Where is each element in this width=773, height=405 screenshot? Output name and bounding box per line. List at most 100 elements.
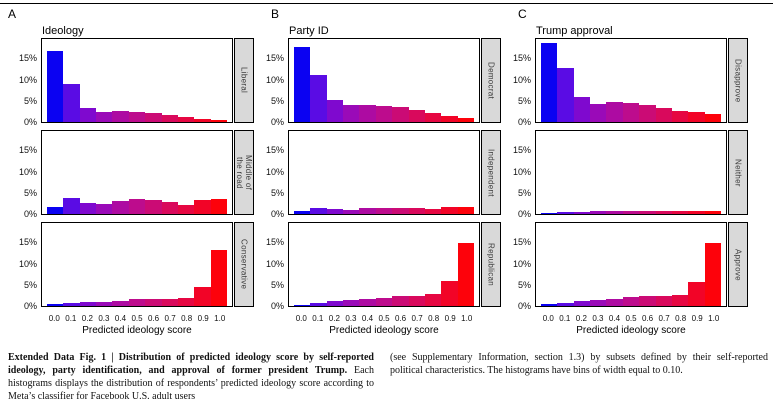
x-axis-ticks: 0.0 0.1 0.2 0.3 0.4 0.5 0.6 0.7 0.8 0.9 1.0 bbox=[289, 314, 479, 323]
hist-bar bbox=[557, 68, 574, 122]
hist-row-democrat: 15% 10% 5% 0% Democrat bbox=[255, 38, 502, 127]
hist-bar bbox=[671, 110, 689, 122]
panel-title-trump-approval: Trump approval bbox=[536, 25, 613, 37]
hist-row-independent: 15% 10% 5% 0% Independent bbox=[255, 130, 502, 219]
hist-bar bbox=[63, 197, 80, 214]
histogram-bars bbox=[541, 131, 721, 214]
histogram-plot-middle-of-the-road bbox=[41, 130, 233, 215]
hist-bar bbox=[145, 200, 162, 214]
x-tick-label: 0.8 bbox=[181, 314, 193, 323]
hist-bar bbox=[343, 209, 360, 214]
panel-a-ideology: A Ideology 15% 10% 5% 0% Liberal 15% 10% 5% 0%… bbox=[8, 7, 255, 336]
y-tick-label: 0% bbox=[270, 301, 284, 311]
panel-title-ideology: Ideology bbox=[42, 25, 84, 37]
hist-bar bbox=[128, 199, 146, 214]
figure-panels: A Ideology 15% 10% 5% 0% Liberal 15% 10% 5% 0%… bbox=[8, 7, 749, 336]
hist-bar bbox=[541, 213, 558, 214]
hist-bar bbox=[112, 111, 129, 122]
y-axis-labels: 15% 10% 5% 0% bbox=[8, 130, 41, 219]
x-tick-label: 0.5 bbox=[625, 314, 637, 323]
hist-row-middle-of-the-road: 15% 10% 5% 0% Middle of the road bbox=[8, 130, 255, 219]
hist-bar bbox=[408, 207, 425, 214]
hist-row-approve: 15% 10% 5% 0% Approve bbox=[502, 222, 749, 311]
x-tick-label: 0.5 bbox=[378, 314, 390, 323]
top-divider-line bbox=[0, 3, 773, 4]
hist-bar bbox=[688, 112, 705, 122]
y-tick-label: 15% bbox=[265, 53, 284, 64]
x-tick-label: 0.7 bbox=[658, 314, 670, 323]
caption-right-column: (see Supplementary Information, section … bbox=[390, 352, 768, 376]
hist-bar bbox=[210, 249, 227, 306]
y-axis-labels: 15% 10% 5% 0% bbox=[255, 38, 288, 127]
x-tick-label: 0.0 bbox=[542, 314, 554, 323]
x-tick-label: 0.6 bbox=[147, 314, 160, 323]
x-axis-ticks: 0.0 0.1 0.2 0.3 0.4 0.5 0.6 0.7 0.8 0.9 1.0 bbox=[536, 314, 726, 323]
hist-bar bbox=[457, 206, 474, 214]
x-tick-label: 0.9 bbox=[444, 314, 456, 323]
hist-bar bbox=[541, 43, 558, 122]
caption-left-column: Extended Data Fig. 1 | Distribution of p… bbox=[8, 351, 374, 403]
y-tick-label: 15% bbox=[512, 145, 531, 156]
x-tick-label: 0.2 bbox=[575, 314, 587, 323]
hist-bar bbox=[457, 242, 474, 306]
hist-bar bbox=[392, 107, 409, 122]
hist-bar bbox=[541, 304, 558, 306]
y-tick-label: 10% bbox=[512, 258, 531, 269]
hist-bar bbox=[606, 102, 623, 122]
hist-bar bbox=[655, 211, 672, 214]
hist-bar bbox=[655, 295, 672, 306]
hist-bar bbox=[408, 295, 425, 306]
hist-bar bbox=[47, 303, 64, 306]
y-tick-label: 10% bbox=[18, 74, 37, 85]
facet-strip-democrat: Democrat bbox=[481, 38, 501, 123]
hist-bar bbox=[557, 212, 574, 214]
panel-letter-a: A bbox=[8, 7, 17, 21]
y-axis-labels: 15% 10% 5% 0% bbox=[8, 222, 41, 311]
hist-bar bbox=[557, 302, 574, 306]
facet-strip-disapprove: Disapprove bbox=[728, 38, 748, 123]
x-tick-label: 0.7 bbox=[164, 314, 176, 323]
x-tick-label: 0.0 bbox=[295, 314, 307, 323]
facet-strip-label: Independent bbox=[486, 148, 496, 197]
x-tick-label: 0.4 bbox=[361, 314, 374, 323]
y-tick-label: 10% bbox=[265, 258, 284, 269]
hist-bar bbox=[112, 200, 129, 214]
hist-bar bbox=[392, 207, 409, 214]
hist-bar bbox=[96, 111, 113, 122]
y-tick-label: 5% bbox=[23, 187, 37, 198]
histogram-bars bbox=[47, 39, 227, 122]
caption-left-text: Each histograms displays the distributio… bbox=[8, 365, 374, 402]
facet-strip-label: Middle of the road bbox=[235, 154, 253, 191]
x-tick-label: 0.7 bbox=[411, 314, 423, 323]
x-tick-label: 0.4 bbox=[114, 314, 127, 323]
histogram-bars bbox=[294, 131, 474, 214]
hist-bar bbox=[194, 118, 211, 122]
x-tick-label: 1.0 bbox=[708, 314, 720, 323]
x-tick-label: 0.3 bbox=[98, 314, 110, 323]
hist-bar bbox=[177, 204, 195, 214]
hist-bar bbox=[294, 304, 311, 306]
hist-bar bbox=[63, 302, 80, 306]
histogram-bars bbox=[541, 223, 721, 306]
x-tick-label: 0.1 bbox=[65, 314, 77, 323]
y-axis-labels: 15% 10% 5% 0% bbox=[255, 130, 288, 219]
y-tick-label: 5% bbox=[270, 279, 284, 290]
y-tick-label: 5% bbox=[270, 187, 284, 198]
hist-row-liberal: 15% 10% 5% 0% Liberal bbox=[8, 38, 255, 127]
x-axis-title: Predicted ideology score bbox=[329, 325, 439, 336]
hist-bar bbox=[145, 298, 162, 306]
hist-bar bbox=[408, 109, 425, 122]
hist-bar bbox=[210, 198, 227, 214]
hist-bar bbox=[590, 104, 607, 122]
hist-bar bbox=[671, 211, 689, 214]
hist-bar bbox=[590, 300, 607, 306]
y-tick-label: 0% bbox=[23, 301, 37, 311]
hist-bar bbox=[310, 302, 327, 306]
x-tick-label: 0.8 bbox=[428, 314, 440, 323]
y-tick-label: 15% bbox=[18, 145, 37, 156]
hist-bar bbox=[573, 301, 591, 306]
hist-bar bbox=[622, 296, 640, 306]
hist-bar bbox=[441, 115, 458, 122]
y-tick-label: 5% bbox=[517, 279, 531, 290]
caption-bold-title: Extended Data Fig. 1 | Distribution of p… bbox=[8, 352, 374, 376]
